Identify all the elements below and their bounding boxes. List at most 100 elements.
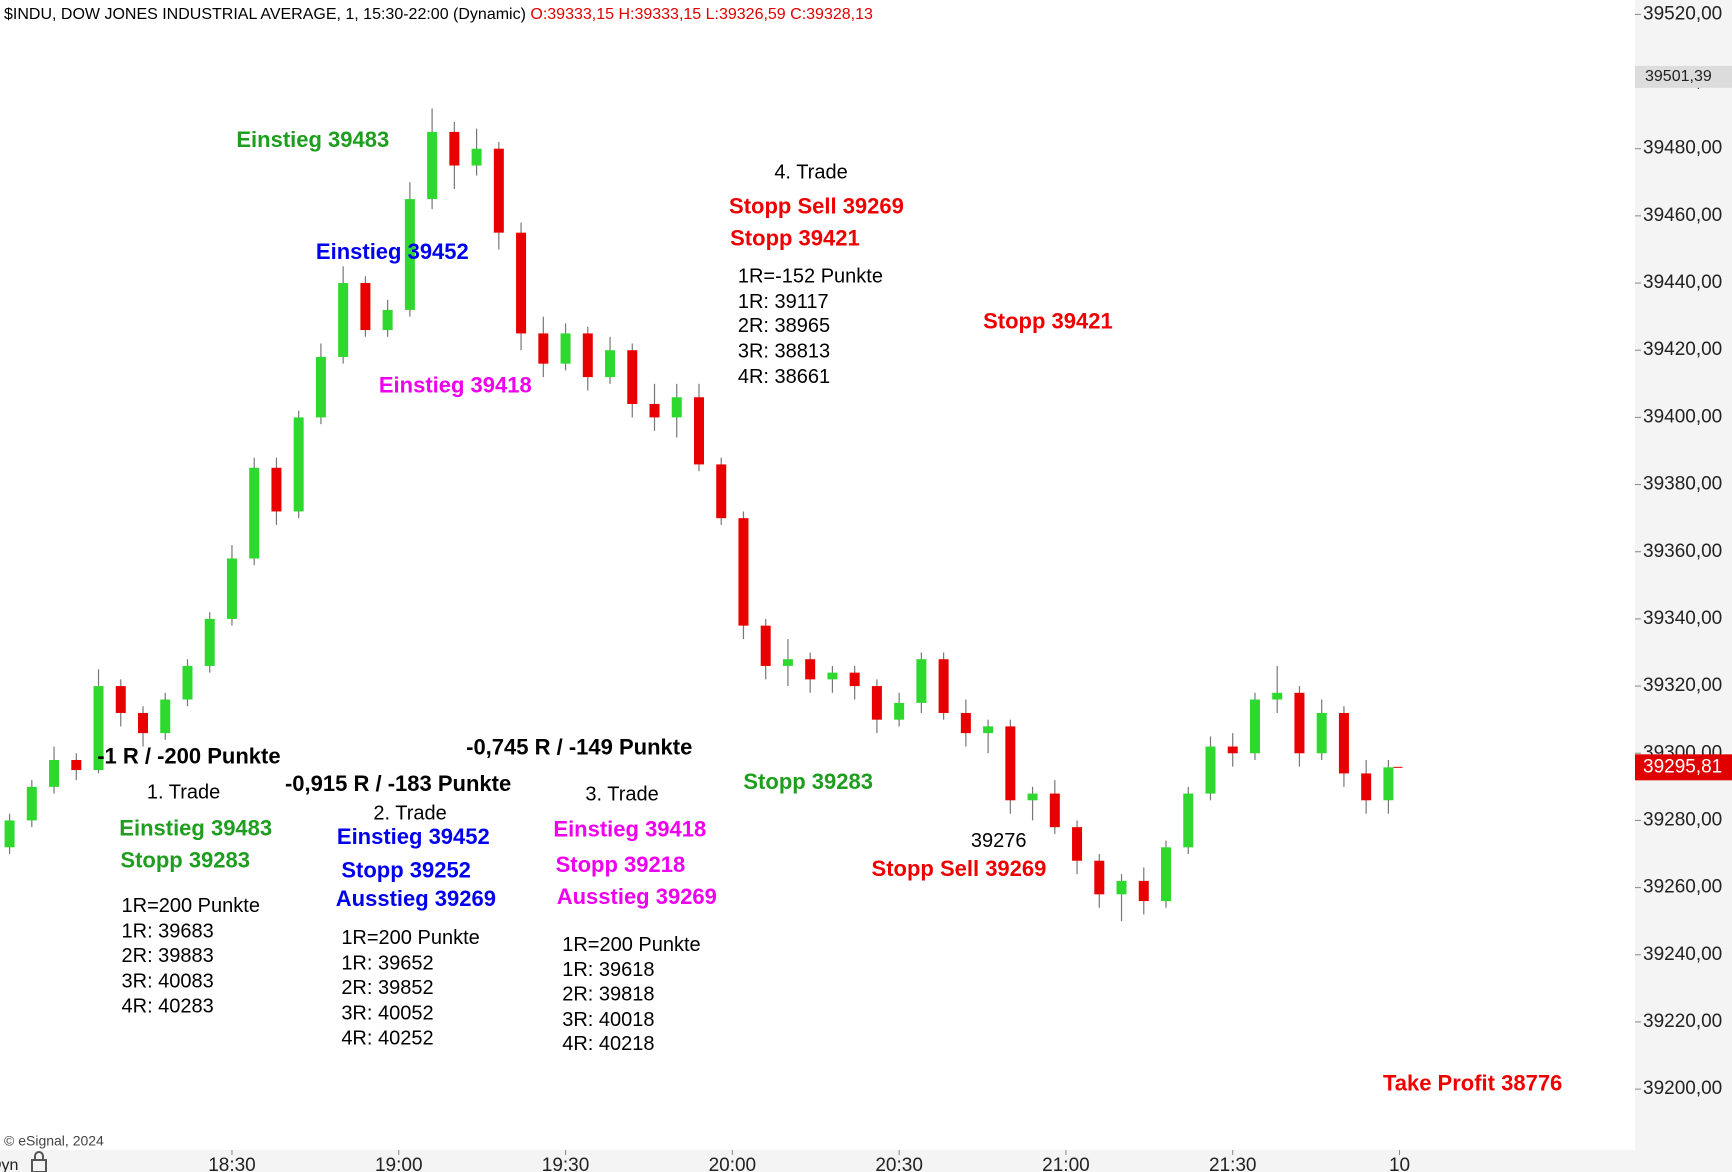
x-tick-label: 19:30 [542, 1155, 590, 1172]
x-tick-label: 20:00 [709, 1155, 757, 1172]
annotation: 3R: 40052 [341, 1002, 433, 1024]
last-price-label: 39295,81 [1643, 756, 1722, 777]
candle-body [1161, 847, 1172, 902]
candle-body [1116, 880, 1127, 895]
candle-body [1383, 767, 1394, 801]
candle-body [115, 686, 126, 713]
lock-icon[interactable] [31, 1151, 47, 1172]
annotation: 1R: 39683 [122, 921, 214, 943]
annotation: Ausstieg 39269 [336, 886, 496, 911]
x-tick-label: 19:00 [375, 1155, 423, 1172]
mode-label: Dyn [0, 1157, 18, 1172]
y-tick-label: 39200,00 [1643, 1078, 1722, 1099]
annotation: 4R: 40252 [341, 1028, 433, 1050]
candle-body [649, 403, 660, 418]
candle-body [293, 417, 304, 512]
candle-body [1138, 880, 1149, 902]
candle-body [449, 131, 460, 166]
candle-body [605, 350, 616, 378]
annotation: Einstieg 39452 [316, 239, 469, 264]
candle-body [1338, 712, 1349, 774]
annotation: Stopp 39218 [556, 852, 686, 877]
annotation: Stopp 39421 [983, 308, 1113, 333]
candle-body [382, 309, 393, 331]
x-tick-label: 18:30 [208, 1155, 256, 1172]
candle-body [871, 686, 882, 720]
candle-body [1094, 860, 1105, 895]
candle-body [805, 659, 816, 680]
ohlc-readout: O:39333,15 H:39333,15 L:39326,59 C:39328… [530, 6, 873, 23]
x-tick-label: 20:30 [875, 1155, 923, 1172]
candle-body [249, 467, 260, 559]
candle-body [4, 820, 15, 848]
candle-body [960, 712, 971, 734]
candle-body [338, 283, 349, 357]
candle-body [1072, 827, 1083, 861]
annotation: 2R: 39818 [562, 984, 654, 1006]
annotation: Stopp 39283 [120, 847, 250, 872]
candle-body [404, 199, 415, 310]
candle-body [1183, 793, 1194, 848]
x-tick-label: 21:00 [1042, 1155, 1090, 1172]
candle-body [671, 397, 682, 418]
annotation: Einstieg 39418 [553, 816, 706, 841]
candle-body [360, 283, 371, 331]
y-tick-label: 39420,00 [1643, 339, 1722, 360]
annotation: 1R=200 Punkte [562, 934, 700, 956]
y-tick-label: 39460,00 [1643, 205, 1722, 226]
y-tick-label: 39520,00 [1643, 3, 1722, 24]
annotation: 4R: 38661 [738, 366, 830, 388]
candle-body [738, 518, 749, 626]
annotation: 4R: 40283 [122, 996, 214, 1018]
annotation: Stopp 39421 [730, 226, 860, 251]
candle-body [983, 726, 994, 734]
candle-body [827, 672, 838, 680]
candle-body [71, 759, 82, 771]
y-tick-label: 39320,00 [1643, 675, 1722, 696]
candle-body [849, 672, 860, 687]
candle-body [1027, 793, 1038, 801]
candle-body [1294, 692, 1305, 754]
annotation: Einstieg 39452 [337, 824, 490, 849]
price-axis-panel [1635, 0, 1732, 1172]
last-price-box [1635, 754, 1732, 781]
y-tick-label: 39340,00 [1643, 608, 1722, 629]
candle-body [1249, 699, 1260, 754]
annotation: 2. Trade [373, 802, 446, 824]
annotation: 1R=-152 Punkte [738, 266, 883, 288]
annotation: Stopp Sell 39269 [872, 856, 1047, 881]
candle-body [1316, 712, 1327, 754]
annotation: 1R: 39618 [562, 959, 654, 981]
candle-body [226, 558, 237, 619]
time-axis-panel [0, 1150, 1635, 1172]
candle-body [1049, 793, 1060, 828]
annotation: 3. Trade [585, 784, 658, 806]
candle-body [938, 659, 949, 713]
candle-body [471, 148, 482, 166]
candle-body [315, 356, 326, 418]
candle-body [271, 467, 282, 512]
annotation: Ausstieg 39269 [557, 884, 717, 909]
y-tick-label: 39260,00 [1643, 877, 1722, 898]
copyright: © eSignal, 2024 [4, 1133, 104, 1149]
candle-body [182, 665, 193, 700]
y-tick-label: 39480,00 [1643, 138, 1722, 159]
title: $INDU, DOW JONES INDUSTRIAL AVERAGE, 1, … [4, 6, 526, 23]
y-tick-label: 39400,00 [1643, 406, 1722, 427]
candle-body [516, 232, 527, 334]
annotation: 3R: 38813 [738, 341, 830, 363]
level-box [1635, 65, 1732, 88]
candle-body [49, 759, 60, 787]
candle-body [894, 702, 905, 720]
annotation: Take Profit 38776 [1383, 1071, 1562, 1096]
candle-body [716, 464, 727, 519]
candle-body [160, 699, 171, 734]
candle-body [782, 659, 793, 666]
annotation: 1R: 39652 [341, 953, 433, 975]
chart-title: $INDU, DOW JONES INDUSTRIAL AVERAGE, 1, … [4, 6, 873, 23]
candle-body [1361, 773, 1372, 801]
candle-body [427, 131, 438, 200]
annotation: Stopp 39252 [341, 857, 471, 882]
